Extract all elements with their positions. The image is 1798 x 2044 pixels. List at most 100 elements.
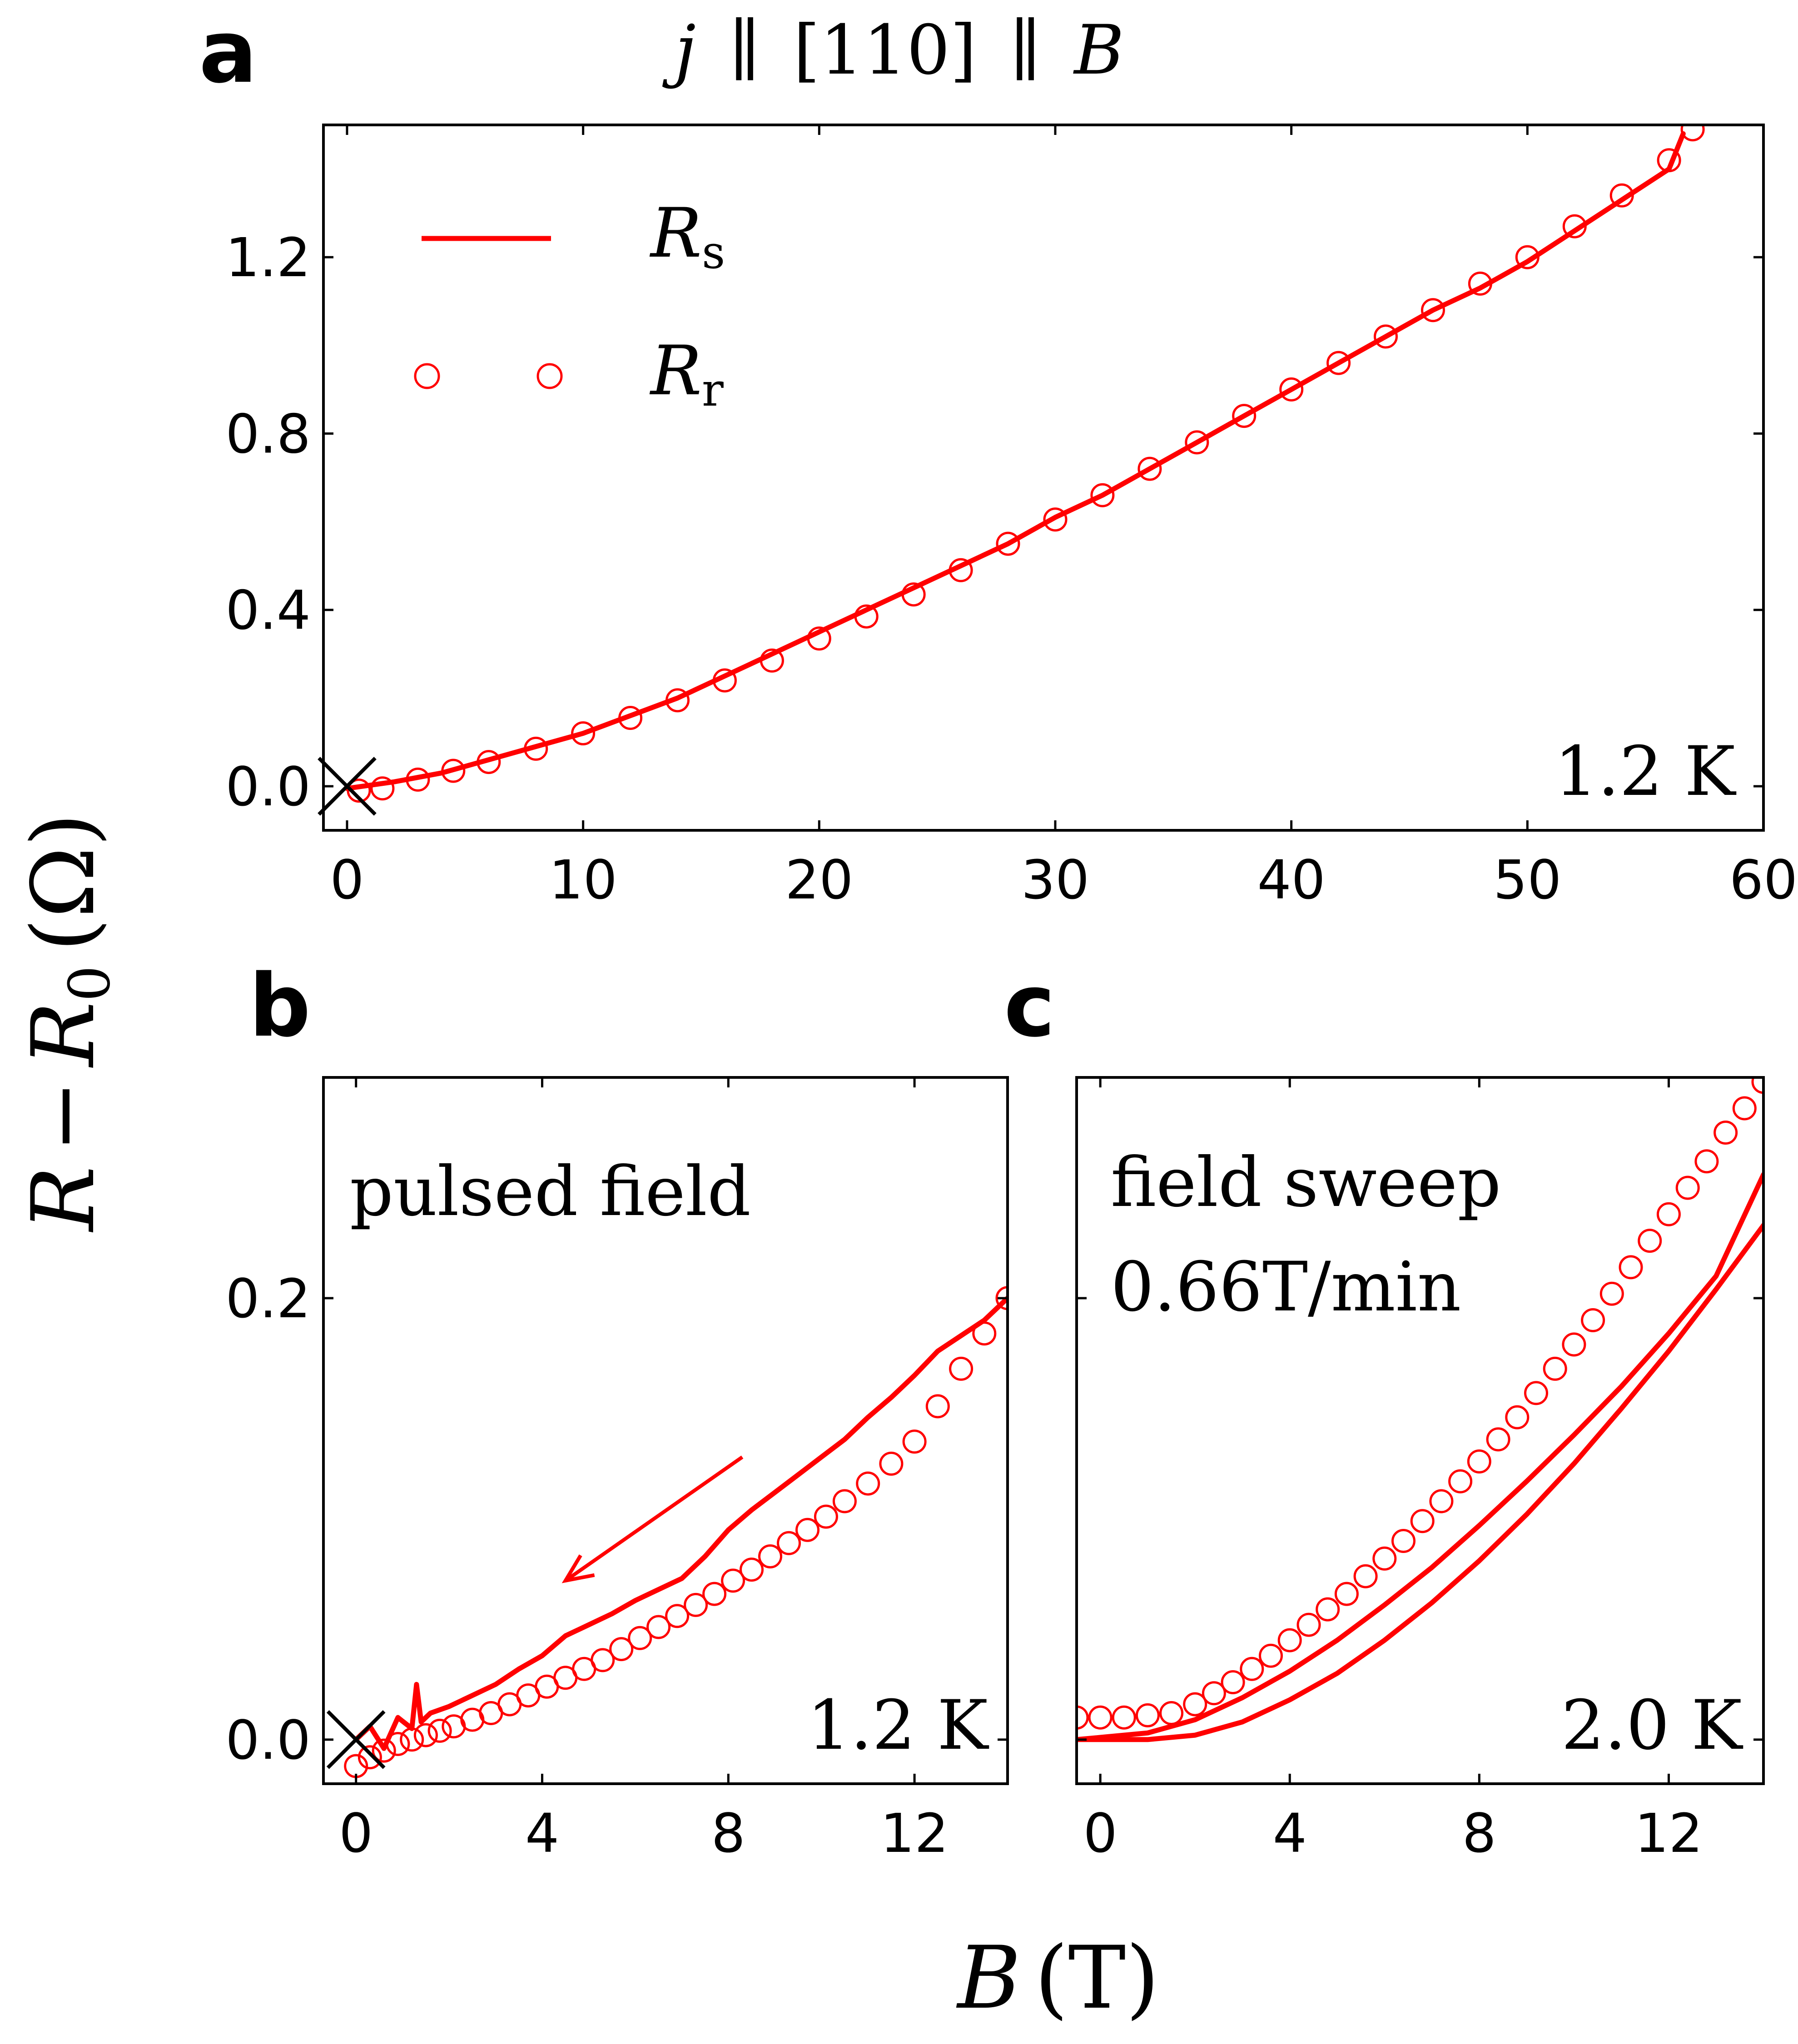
y-tick-label: 0.0 <box>225 755 311 818</box>
series-rr-point <box>758 1544 782 1568</box>
series-rr-point <box>1277 1628 1302 1652</box>
series-rr-point <box>1638 1229 1662 1253</box>
series-rr-point <box>370 776 395 801</box>
x-tick-label: 12 <box>880 1802 949 1865</box>
x-tick-label: 0 <box>339 1802 373 1865</box>
series-rr-point <box>386 1732 410 1756</box>
series-rr-point <box>1562 1332 1586 1357</box>
x-tick-label: 20 <box>785 848 853 911</box>
panel-c-mode-label: field sweep <box>1111 1143 1501 1222</box>
series-rr-point <box>1421 298 1445 322</box>
series-rr-point <box>949 1356 974 1381</box>
series-rr-point <box>1202 1681 1226 1706</box>
series-rr-point <box>441 759 466 783</box>
series-rr-point <box>1486 1427 1510 1452</box>
series-rr-point <box>795 1518 820 1542</box>
series-rr-point <box>1656 1202 1681 1226</box>
series-rr-point <box>777 1531 801 1555</box>
legend: Rs Rr <box>414 194 725 417</box>
series-rr-point <box>949 558 973 582</box>
series-rr-point <box>1112 1705 1136 1730</box>
series-rr-point <box>646 1615 671 1639</box>
series-rr-point <box>1468 271 1492 296</box>
y-tick-label: 0.0 <box>225 1709 311 1771</box>
x-tick-label: 0 <box>330 848 364 911</box>
title-direction: [110] <box>793 11 976 90</box>
legend-rr-sub: r <box>702 363 724 417</box>
series-rr-point <box>1279 377 1304 402</box>
title-j: j <box>662 11 696 90</box>
panel-c-x-tick-labels: 0 4 8 12 <box>1083 1802 1703 1865</box>
series-rr-point <box>740 1558 764 1582</box>
legend-rs-sub: s <box>702 226 725 279</box>
panel-letter-c: c <box>1004 956 1055 1056</box>
title-sep1: ∥ <box>729 11 760 90</box>
series-rr-point <box>400 1727 424 1752</box>
series-rr-point <box>1296 1612 1321 1637</box>
origin-cross-stroke <box>318 757 377 816</box>
series-rr-point <box>879 1451 904 1476</box>
x-tick-label: 12 <box>1634 1802 1703 1865</box>
series-rr-point <box>901 582 926 607</box>
y-tick-label: 0.2 <box>225 1267 311 1330</box>
panel-c-frame <box>1075 1076 1765 1785</box>
x-tick-label: 0 <box>1083 1802 1118 1865</box>
series-rr-point <box>1090 483 1115 507</box>
legend-rr-symbol: R <box>649 332 702 411</box>
series-rr-point <box>712 668 737 693</box>
title-b: B <box>1073 11 1124 90</box>
series-rr-point <box>609 1637 634 1662</box>
x-tick-label: 4 <box>525 1802 559 1865</box>
series-rr-point <box>1619 1255 1643 1280</box>
panel-b-ticks <box>323 1077 1008 1784</box>
panel-a-series <box>344 125 1705 803</box>
series-rr-point <box>1694 1149 1719 1174</box>
series-rr-point <box>1562 214 1587 238</box>
ylabel-unit: (Ω) <box>13 813 114 952</box>
panel-a-ticks <box>323 125 1765 830</box>
series-rr-point <box>1524 1381 1548 1405</box>
panel-c: c 0 4 8 12 field sweep 0.66T/min 2.0 K <box>1004 956 1765 1865</box>
ylabel-r0: R <box>13 1002 114 1068</box>
panel-b-y-tick-labels: 0.0 0.2 <box>225 1267 311 1771</box>
series-rr-point <box>1077 1705 1089 1730</box>
series-rr-point <box>856 1471 880 1496</box>
series-rr-point <box>1581 1308 1605 1332</box>
series-rr-point <box>1467 1449 1491 1473</box>
y-axis-label: R−R0(Ω) <box>13 813 123 1233</box>
x-tick-label: 40 <box>1257 848 1326 911</box>
series-rr-point <box>1391 1529 1416 1553</box>
panel-c-series <box>1077 1077 1763 1742</box>
ylabel-minus: − <box>13 1080 114 1152</box>
ylabel-r: R <box>13 1166 114 1232</box>
series-rr-point <box>347 779 371 803</box>
ylabel-r0-sub: 0 <box>57 965 123 1002</box>
series-rr-point <box>1599 1281 1624 1306</box>
series-rr-point <box>1410 1509 1435 1533</box>
series-rr-point <box>628 1626 652 1650</box>
series-rr-point <box>972 1321 997 1346</box>
panel-c-sweep-rate: 0.66T/min <box>1111 1248 1461 1327</box>
x-tick-label: 4 <box>1273 1802 1307 1865</box>
series-rr-point <box>591 1648 615 1672</box>
series-rr-point <box>1751 1077 1763 1094</box>
y-tick-label: 0.8 <box>225 402 311 465</box>
series-rr-point <box>1374 324 1398 349</box>
series-rs-line <box>353 1295 1008 1751</box>
series-rr-point <box>832 1489 857 1513</box>
panel-a: a j ∥ [110] ∥ B 0 10 20 30 40 50 60 0.0 0.4 0.8 1… <box>199 2 1798 911</box>
series-rr-point <box>702 1582 727 1606</box>
series-rr-point <box>571 721 596 745</box>
series-rr-point <box>358 1745 382 1770</box>
legend-circle-swatch-1 <box>414 363 440 389</box>
series-rr-point <box>1657 148 1681 173</box>
arrow-head <box>561 1554 595 1583</box>
series-rr-point <box>807 626 831 651</box>
series-rr-point <box>1240 1657 1264 1681</box>
panel-letter-b: b <box>249 956 311 1056</box>
series-rr-point <box>1183 1692 1207 1717</box>
x-tick-label: 8 <box>711 1802 745 1865</box>
panel-b: b 0 4 8 12 0.0 0.2 pulsed field 1.2 K <box>225 956 1009 1865</box>
series-rr-point <box>1232 404 1257 428</box>
